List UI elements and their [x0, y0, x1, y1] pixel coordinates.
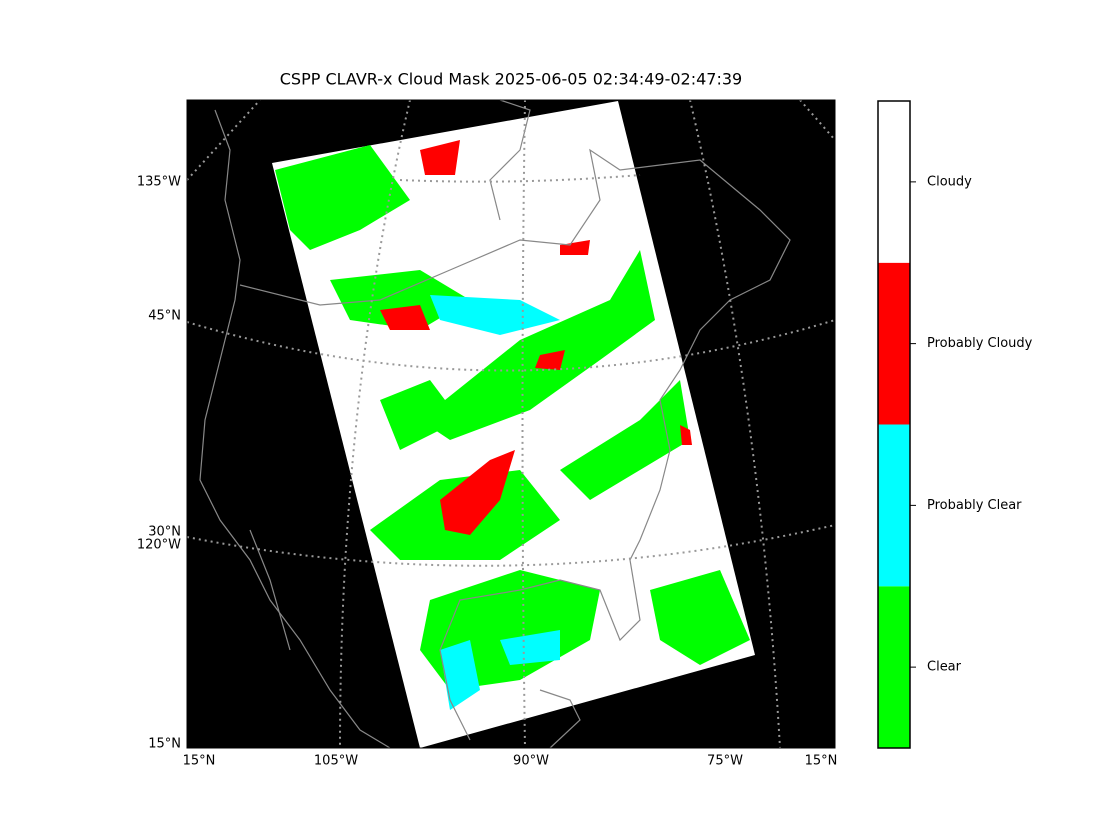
colorbar-frame — [877, 100, 911, 749]
coastlines — [199, 99, 791, 749]
bottom-labels: 15°N 105°W 90°W 75°W 15°N — [183, 754, 838, 769]
lon-label: 105°W — [314, 754, 358, 769]
colorbar-segment — [878, 262, 910, 425]
colorbar-label: Probably Clear — [927, 498, 1022, 513]
lat-label: 15°N — [805, 754, 838, 769]
colorbar-segment — [878, 586, 910, 748]
colorbar-label: Cloudy — [927, 174, 972, 189]
lat-label: 15°N — [148, 737, 181, 752]
colorbar: Clear Probably Clear Probably Cloudy Cloudy — [877, 100, 1033, 749]
cloud-probably-cloudy — [380, 140, 692, 535]
lon-label: 75°W — [707, 754, 743, 769]
cloud-probably-clear — [430, 295, 560, 710]
lat-label: 30°N — [148, 525, 181, 540]
colorbar-label: Probably Cloudy — [927, 336, 1033, 351]
map-frame — [186, 99, 836, 749]
lon-label: 120°W — [137, 538, 181, 553]
colorbar-segment — [878, 101, 910, 263]
lon-label: 90°W — [513, 754, 549, 769]
colorbar-segment — [878, 424, 910, 587]
title: CSPP CLAVR-x Cloud Mask 2025-06-05 02:34… — [280, 70, 742, 89]
lat-label: 45°N — [148, 309, 181, 324]
graticule — [186, 99, 836, 749]
colorbar-label: Clear — [927, 660, 962, 675]
lat-label: 15°N — [183, 754, 216, 769]
left-labels: 135°W 45°N 30°N 120°W 15°N — [137, 175, 181, 752]
lon-label: 135°W — [137, 175, 181, 190]
map — [186, 99, 836, 749]
